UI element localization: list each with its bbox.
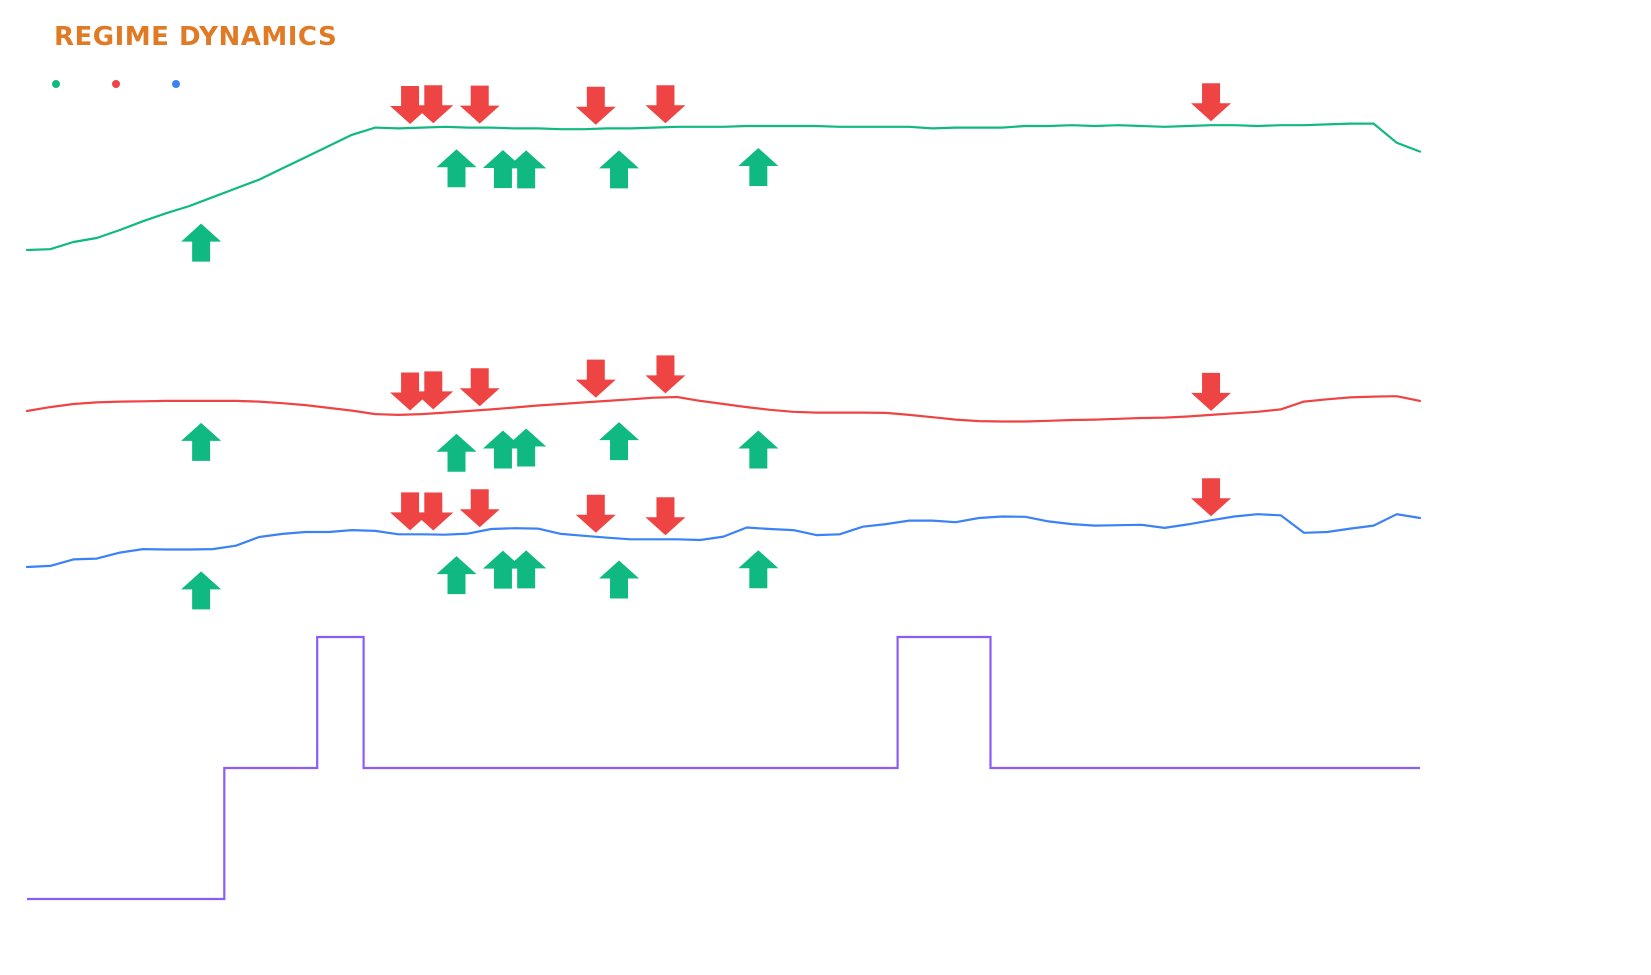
sell-signal-marker [1191,83,1232,122]
series-line-1 [25,395,1422,423]
buy-signal-marker [181,571,222,610]
sell-signal-marker [575,359,616,398]
legend-dot-blue [172,80,180,88]
buy-signal-marker [181,422,222,461]
buy-signal-marker [738,550,779,589]
regime-step-line [27,635,1420,901]
buy-signal-marker [436,433,477,472]
legend [52,80,180,88]
sell-signal-marker [390,86,431,124]
sell-signal-marker [1191,372,1232,411]
buy-signal-marker [738,148,779,186]
sell-signal-marker [575,86,616,125]
buy-signal-marker [599,150,640,189]
sell-signal-marker [390,372,431,411]
buy-signal-marker [482,430,523,469]
series-line-0 [25,122,1422,252]
buy-signal-marker [506,150,547,189]
buy-signal-marker [506,550,547,589]
buy-signal-marker [181,223,222,262]
sell-signal-marker [413,85,454,124]
series-line-2 [25,513,1422,569]
sell-signal-marker [413,371,454,410]
buy-signal-marker [599,560,640,599]
buy-signal-marker [738,430,779,469]
sell-signal-marker [390,492,431,531]
buy-signal-marker [436,149,477,188]
sell-signal-marker [645,355,686,394]
legend-dot-green [52,80,60,88]
sell-signal-marker [413,492,454,531]
sell-signal-marker [1191,478,1232,517]
sell-signal-marker [459,85,500,124]
sell-signal-marker [459,489,500,528]
buy-signal-marker [482,550,523,589]
buy-signal-marker [436,556,477,595]
sell-signal-marker [645,85,686,124]
buy-signal-marker [599,422,640,461]
legend-dot-red [112,80,120,88]
buy-signal-marker [506,428,547,467]
sell-signal-marker [575,494,616,533]
buy-signal-marker [482,150,523,188]
sell-signal-marker [459,368,500,407]
chart-title: REGIME DYNAMICS [54,22,338,52]
sell-signal-marker [645,497,686,536]
